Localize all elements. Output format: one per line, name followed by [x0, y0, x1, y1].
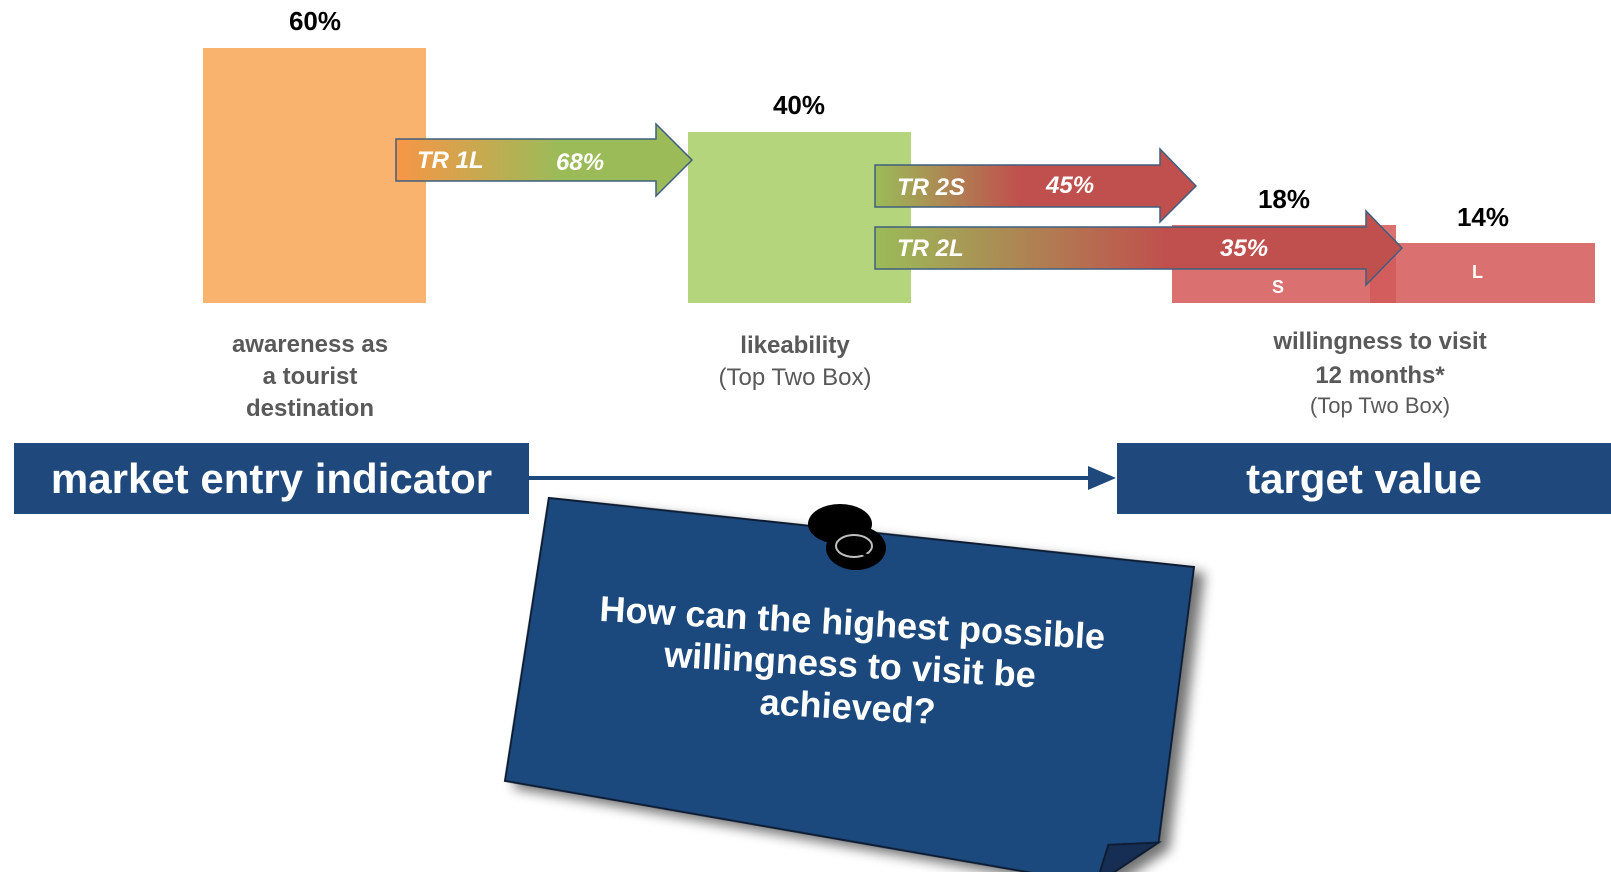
- connector-arrowhead: [1088, 466, 1116, 490]
- pushpin-icon: [808, 504, 886, 570]
- question-note: How can the highest possible willingness…: [507, 502, 1192, 829]
- likeability-box: [688, 132, 911, 303]
- tr1l-name: TR 1L: [417, 147, 484, 174]
- market-entry-banner: market entry indicator: [14, 443, 529, 514]
- visit-l-box: [1370, 243, 1595, 303]
- awareness-value: 60%: [288, 6, 342, 36]
- tr1l-rate: 68%: [556, 149, 605, 176]
- question-text: How can the highest possible willingness…: [598, 587, 1107, 732]
- likeability-label: likeability (Top Two Box): [718, 332, 872, 391]
- segment-s-label: S: [1272, 277, 1285, 297]
- visit-s-value: 18%: [1257, 184, 1311, 214]
- tr2s-rate: 45%: [1046, 172, 1095, 199]
- note-curl: [1094, 841, 1163, 872]
- tr2l-arrow: [874, 209, 1404, 287]
- tr2s-arrow: [874, 147, 1198, 224]
- visit-label: willingness to visit 12 months* (Top Two…: [1273, 328, 1487, 418]
- awareness-label: awareness as a tourist destination: [231, 331, 389, 422]
- target-value-banner: target value: [1117, 443, 1611, 514]
- tr2l-name: TR 2L: [897, 235, 964, 262]
- tr1l-arrow: [395, 122, 694, 198]
- tr2l-rate: 35%: [1220, 235, 1269, 262]
- segment-l-label: L: [1472, 262, 1483, 282]
- tr2s-name: TR 2S: [897, 174, 966, 201]
- awareness-box: [203, 48, 426, 303]
- visit-l-value: 14%: [1456, 202, 1510, 232]
- likeability-value: 40%: [772, 90, 826, 120]
